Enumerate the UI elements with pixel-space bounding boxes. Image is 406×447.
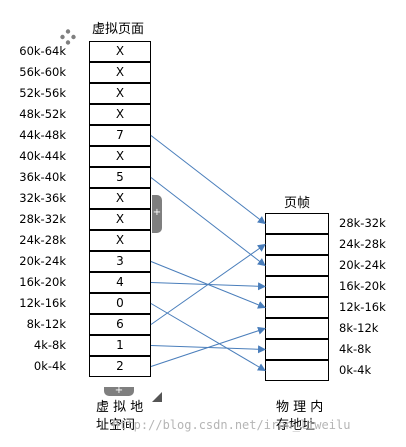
page-frames-title: 页帧 [284,196,311,211]
virtual-page-cell: 4 [89,272,151,293]
mapping-arrow [150,303,266,372]
virtual-page-cell: 5 [89,167,151,188]
virtual-page-cell: X [89,146,151,167]
virtual-page-cell: 6 [89,314,151,335]
virtual-address-label: 16k-20k [19,275,66,289]
virtual-page-cell: 2 [89,356,151,377]
physical-address-label: 28k-32k [339,216,386,230]
physical-address-label: 4k-8k [339,342,372,356]
physical-address-label: 8k-12k [339,321,379,335]
virtual-page-cell: X [89,41,151,62]
virtual-pages-title: 虚拟页面 [92,22,145,37]
virtual-page-cell: X [89,104,151,125]
physical-address-label: 12k-16k [339,300,386,314]
mapping-arrow [150,326,266,367]
virtual-address-label: 48k-52k [19,107,66,121]
virtual-page-cell: X [89,230,151,251]
mapping-arrow [150,135,266,225]
physical-caption-line2: 存地址 [276,418,316,433]
virtual-address-label: 4k-8k [33,338,66,352]
virtual-page-cell: 7 [89,125,151,146]
mapping-arrow [150,243,266,325]
virtual-address-label: 20k-24k [19,254,66,268]
virtual-page-cell: X [89,209,151,230]
virtual-address-label: 56k-60k [19,65,66,79]
virtual-caption-line1: 虚 拟 地 [96,400,144,415]
virtual-address-label: 24k-28k [19,233,66,247]
corner-resize-icon[interactable] [152,387,162,402]
watermark: http://blog.csdn.net/iron_liweilu [112,418,351,432]
virtual-address-label: 12k-16k [19,296,66,310]
virtual-page-cell: 1 [89,335,151,356]
plus-icon: + [152,207,162,218]
mapping-arrow [150,177,266,267]
virtual-page-cell: X [89,62,151,83]
virtual-address-label: 52k-56k [19,86,66,100]
physical-address-label: 24k-28k [339,237,386,251]
virtual-page-cell: 0 [89,293,151,314]
virtual-address-label: 36k-40k [19,170,66,184]
physical-address-label: 16k-20k [339,279,386,293]
virtual-page-cell: X [89,188,151,209]
virtual-address-label: 0k-4k [33,359,66,373]
virtual-address-label: 32k-36k [19,191,66,205]
virtual-address-label: 60k-64k [19,44,66,58]
physical-caption-line1: 物 理 内 [276,400,324,415]
virtual-page-cell: X [89,83,151,104]
virtual-address-label: 28k-32k [19,212,66,226]
virtual-address-label: 40k-44k [19,149,66,163]
move-handle-icon[interactable] [60,29,76,45]
virtual-address-label: 44k-48k [19,128,66,142]
bottom-expand-handle[interactable]: + [104,385,134,396]
right-expand-handle[interactable]: + [152,195,162,233]
physical-address-label: 20k-24k [339,258,386,272]
physical-address-label: 0k-4k [339,363,372,377]
virtual-caption-line2: 址空间 [96,418,136,433]
virtual-page-cell: 3 [89,251,151,272]
virtual-address-label: 8k-12k [26,317,66,331]
plus-icon: + [114,385,124,396]
